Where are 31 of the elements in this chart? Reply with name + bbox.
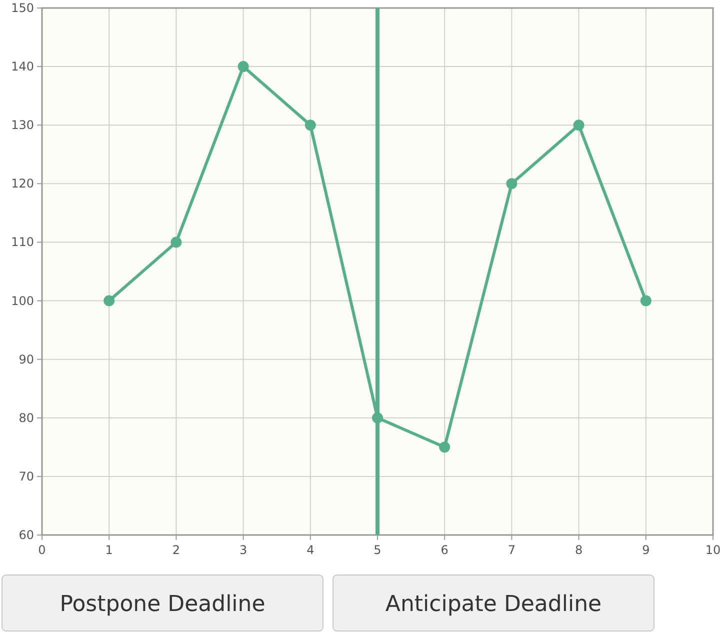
x-tick-label: 3 [239, 543, 248, 557]
button: Postpone Deadline [2, 574, 324, 632]
point [506, 178, 518, 190]
y-tick-label: 80 [18, 410, 34, 425]
point [640, 295, 652, 306]
x-tick-label: 2 [172, 543, 180, 557]
y-tick-label: 60 [18, 528, 34, 542]
point [573, 120, 584, 131]
x-tick-label: 10 [705, 543, 721, 557]
x-tick-label: 9 [642, 543, 650, 557]
x-tick-label: 8 [574, 543, 583, 557]
point [170, 236, 182, 248]
y-tick-label: 110 [11, 235, 34, 250]
point [238, 61, 249, 72]
y-tick-label: 120 [11, 176, 34, 191]
y-tick-label: 150 [11, 1, 34, 15]
point [439, 442, 450, 453]
button: Anticipate Deadline [332, 574, 654, 632]
point [104, 295, 115, 306]
y-tick-label: 90 [18, 352, 34, 366]
x-tick-label: 7 [508, 543, 516, 557]
x-tick-label: 4 [306, 543, 314, 557]
point [304, 120, 316, 131]
y-tick-label: 70 [18, 469, 34, 484]
y-tick-label: 130 [11, 118, 34, 132]
y-tick-label: 100 [11, 294, 34, 308]
x-tick-label: 1 [105, 543, 113, 557]
x-tick-label: 5 [374, 543, 382, 557]
y-tick-label: 140 [11, 60, 34, 74]
x-tick-label: 0 [38, 543, 46, 557]
x-tick-label: 6 [440, 543, 448, 557]
